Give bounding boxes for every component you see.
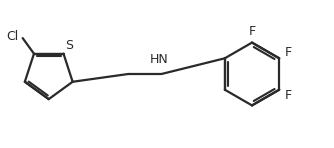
Text: F: F bbox=[285, 89, 292, 102]
Text: F: F bbox=[285, 46, 292, 59]
Text: HN: HN bbox=[150, 53, 169, 66]
Text: S: S bbox=[65, 39, 73, 52]
Text: Cl: Cl bbox=[6, 30, 18, 43]
Text: F: F bbox=[248, 25, 256, 38]
